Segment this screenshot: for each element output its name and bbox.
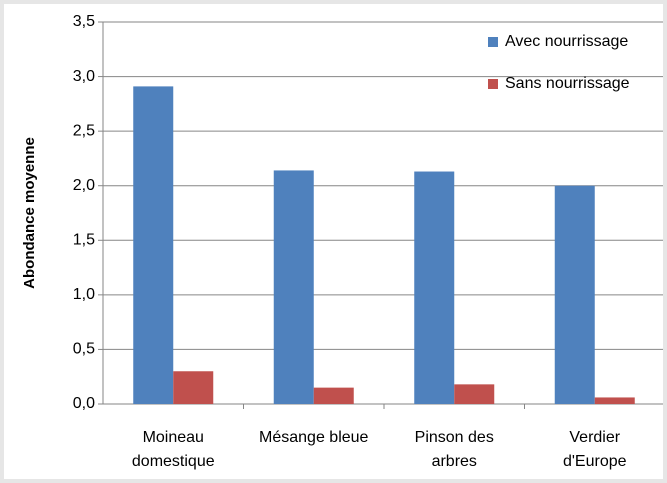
legend-swatch [488,79,498,89]
bar [554,185,595,404]
y-tick-label: 2,0 [73,177,95,194]
y-tick-label: 1,0 [73,286,95,303]
x-tick-label: Moineau domestique [131,429,215,470]
x-tick-label: Pinson des arbres [414,429,494,470]
y-tick-label: 3,5 [73,13,95,30]
bar [133,86,174,404]
bar [414,171,455,404]
y-tick-label: 0,0 [73,395,95,412]
bar [594,397,635,404]
bar [454,384,495,404]
x-tick-label: Mésange bleue [259,429,369,446]
y-tick-label: 0,5 [73,341,95,358]
y-axis-label: Abondance moyenne [21,137,38,289]
bar [273,170,314,404]
bar [313,387,354,404]
y-tick-label: 3,0 [73,68,95,85]
y-tick-label: 2,5 [73,122,95,139]
bar [173,371,214,404]
legend-label: Sans nourrissage [505,75,630,92]
legend-label: Avec nourrissage [505,33,628,50]
y-tick-label: 1,5 [73,232,95,249]
legend-swatch [488,37,498,47]
x-tick-label: Verdier d'Europe [562,429,627,470]
